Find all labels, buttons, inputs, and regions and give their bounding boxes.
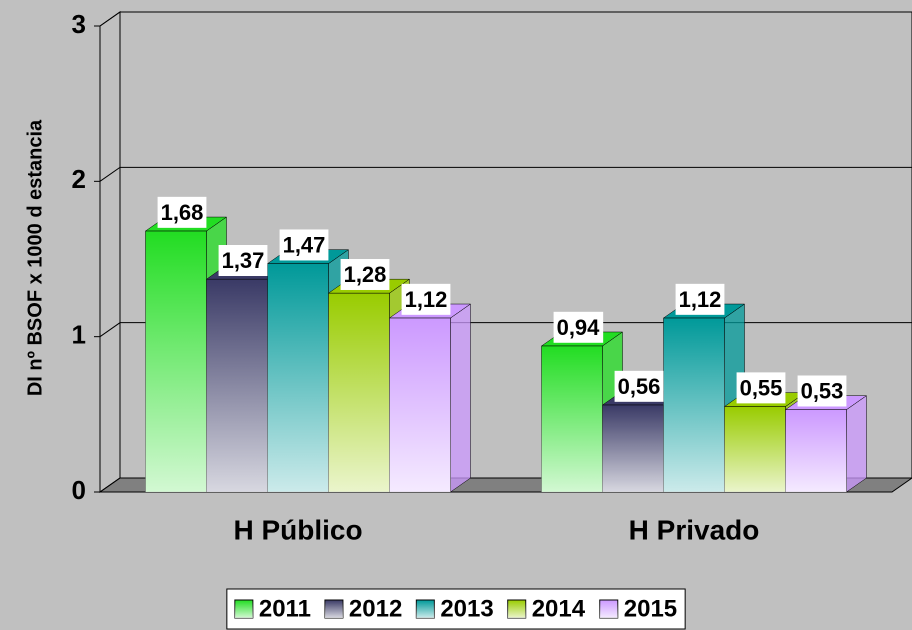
bar xyxy=(327,278,411,493)
data-label-box xyxy=(218,245,268,277)
data-label-box xyxy=(553,311,604,343)
bar xyxy=(388,303,472,493)
data-label-box xyxy=(614,370,664,402)
x-tick-label: H Público xyxy=(233,514,362,545)
bar-shine xyxy=(389,318,451,492)
data-label-box xyxy=(797,375,847,407)
data-label-box xyxy=(401,283,451,315)
legend-swatch-shine xyxy=(599,600,618,618)
legend: 2011 2012 2013 2014 2015 xyxy=(234,595,677,622)
bar-shine xyxy=(785,409,847,492)
legend-label: 2013 xyxy=(440,595,493,622)
data-label: 1,12 xyxy=(679,287,722,312)
bar-shine xyxy=(541,345,603,492)
bar-shine xyxy=(145,231,207,493)
data-label: 1,37 xyxy=(222,248,265,273)
bar-shine xyxy=(602,405,664,492)
bar xyxy=(784,395,868,493)
grid-line xyxy=(99,166,912,182)
bar-shine xyxy=(267,263,329,492)
x-tick-label: H Privado xyxy=(629,514,760,545)
data-label-box xyxy=(157,196,207,228)
data-label: 0,94 xyxy=(557,315,601,340)
legend-swatch-shine xyxy=(324,600,343,618)
data-label-box xyxy=(675,283,725,315)
legend-label: 2015 xyxy=(624,595,677,622)
legend-swatch-shine xyxy=(416,600,435,618)
legend-label: 2014 xyxy=(532,595,586,622)
y-tick-label: 1 xyxy=(72,320,86,350)
legend-swatch-shine xyxy=(234,600,253,618)
bar-side xyxy=(846,395,867,493)
data-label: 1,12 xyxy=(405,287,448,312)
bar-shine xyxy=(206,279,268,492)
bar-shine xyxy=(663,318,725,492)
data-label: 0,55 xyxy=(740,375,783,400)
bar-shine xyxy=(328,293,390,492)
legend-label: 2011 xyxy=(259,595,311,622)
y-tick-label: 2 xyxy=(72,164,86,194)
data-label: 1,28 xyxy=(344,262,387,287)
data-label: 0,56 xyxy=(618,374,661,399)
bar-side xyxy=(450,303,471,493)
y-axis-label: DI nº BSOF x 1000 d estancia xyxy=(24,119,46,396)
y-tick-label: 3 xyxy=(72,9,86,39)
data-label: 1,68 xyxy=(161,200,204,225)
bar xyxy=(540,331,624,493)
data-label-box xyxy=(279,229,329,261)
legend-swatch-shine xyxy=(507,600,526,618)
bar xyxy=(266,249,350,493)
data-label: 0,53 xyxy=(801,378,844,403)
y-tick-label: 0 xyxy=(72,475,86,505)
side-wall xyxy=(99,11,121,493)
data-label: 1,47 xyxy=(283,232,326,257)
grid-line xyxy=(99,322,912,338)
data-label-box xyxy=(736,372,786,404)
data-label-box xyxy=(340,258,390,290)
bar-shine xyxy=(724,406,786,492)
legend-label: 2012 xyxy=(349,595,402,622)
grid-line xyxy=(99,11,912,27)
